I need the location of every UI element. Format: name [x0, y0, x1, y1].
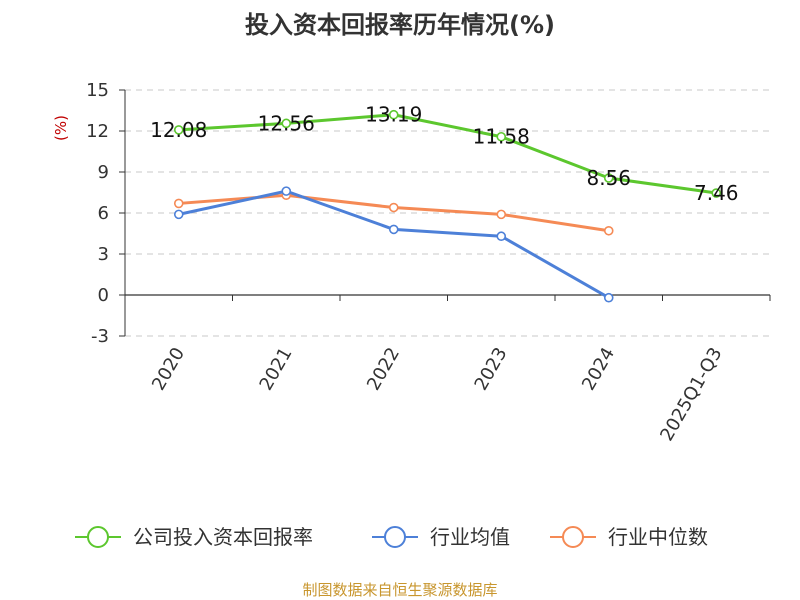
legend-swatch-marker — [384, 526, 406, 548]
data-point — [388, 109, 399, 120]
data-label: 11.58 — [473, 125, 530, 149]
series-line — [178, 113, 717, 195]
y-tick-label: 9 — [98, 162, 109, 183]
data-point — [603, 292, 614, 303]
data-point — [496, 209, 507, 220]
x-tick-label: 2025Q1-Q3 — [656, 344, 726, 445]
legend-item-2: 行业中位数 — [550, 525, 708, 549]
source-note: 制图数据来自恒生聚源数据库 — [302, 581, 497, 599]
legend-label: 行业中位数 — [608, 525, 708, 549]
data-label: 12.08 — [150, 118, 207, 142]
data-point — [173, 209, 184, 220]
x-tick-label: 2023 — [470, 344, 511, 394]
legend-item-0: 公司投入资本回报率 — [75, 525, 313, 549]
x-tick-label: 2021 — [255, 344, 296, 394]
data-label: 12.56 — [258, 111, 315, 135]
data-point — [711, 188, 722, 198]
y-tick-label: 3 — [98, 244, 109, 265]
data-label: 13.19 — [365, 103, 422, 127]
data-point — [496, 231, 507, 242]
series-group: 12.08 12.56 13.19 11.58 8.56 7.46 — [150, 103, 739, 303]
data-label: 7.46 — [694, 181, 739, 205]
chart-title: 投入资本回报率历年情况(%) — [245, 11, 555, 39]
data-point — [173, 125, 184, 135]
data-point — [281, 186, 292, 196]
data-point — [603, 225, 614, 236]
series-1 — [173, 186, 614, 303]
series-0: 12.08 12.56 13.19 11.58 8.56 7.46 — [150, 103, 738, 205]
x-tick-label: 2022 — [363, 344, 404, 394]
data-point — [388, 224, 399, 235]
data-point — [388, 202, 399, 213]
y-tick-label: 15 — [86, 80, 109, 101]
legend-swatch-marker — [562, 526, 584, 548]
x-tick-label: 2020 — [148, 344, 189, 394]
data-point — [281, 118, 292, 129]
legend-label: 行业均值 — [430, 525, 510, 549]
y-tick-label: -3 — [91, 326, 109, 347]
y-tick-label: 0 — [98, 285, 109, 306]
y-axis-unit: (%) — [52, 115, 70, 141]
legend-label: 公司投入资本回报率 — [133, 525, 313, 549]
legend-swatch-marker — [87, 526, 109, 548]
data-point — [496, 131, 507, 142]
y-tick-label: 12 — [86, 121, 109, 142]
data-point — [603, 173, 614, 183]
gridlines — [125, 89, 770, 337]
data-point — [173, 198, 184, 209]
y-tick-label: 6 — [98, 203, 109, 224]
x-tick-label: 2024 — [578, 344, 619, 394]
legend: 公司投入资本回报率 行业均值 行业中位数 — [75, 525, 708, 549]
legend-item-1: 行业均值 — [372, 525, 510, 549]
data-label: 8.56 — [586, 166, 631, 190]
